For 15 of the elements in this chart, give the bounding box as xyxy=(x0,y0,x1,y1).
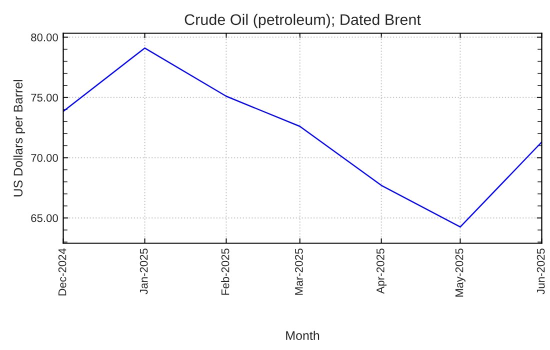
y-axis-title: US Dollars per Barrel xyxy=(13,80,26,196)
x-tick-label: May-2025 xyxy=(455,248,466,297)
y-tick-label: 80.00 xyxy=(31,33,58,42)
x-tick-label: Jun-2025 xyxy=(536,248,545,294)
y-tick-label: 65.00 xyxy=(31,214,58,222)
x-tick-label: Mar-2025 xyxy=(294,248,303,295)
x-tick-label: Apr-2025 xyxy=(376,248,387,294)
y-tick-label: 70.00 xyxy=(31,154,58,162)
x-tick-label: Feb-2025 xyxy=(221,248,230,295)
line-series xyxy=(63,47,542,228)
x-axis-title: Month xyxy=(286,330,320,340)
chart-title: Crude Oil (petroleum); Dated Brent xyxy=(184,14,421,28)
x-tick-label: Jan-2025 xyxy=(140,248,148,294)
y-tick-label: 75.00 xyxy=(31,94,58,102)
x-tick-label: Dec-2024 xyxy=(58,248,66,296)
